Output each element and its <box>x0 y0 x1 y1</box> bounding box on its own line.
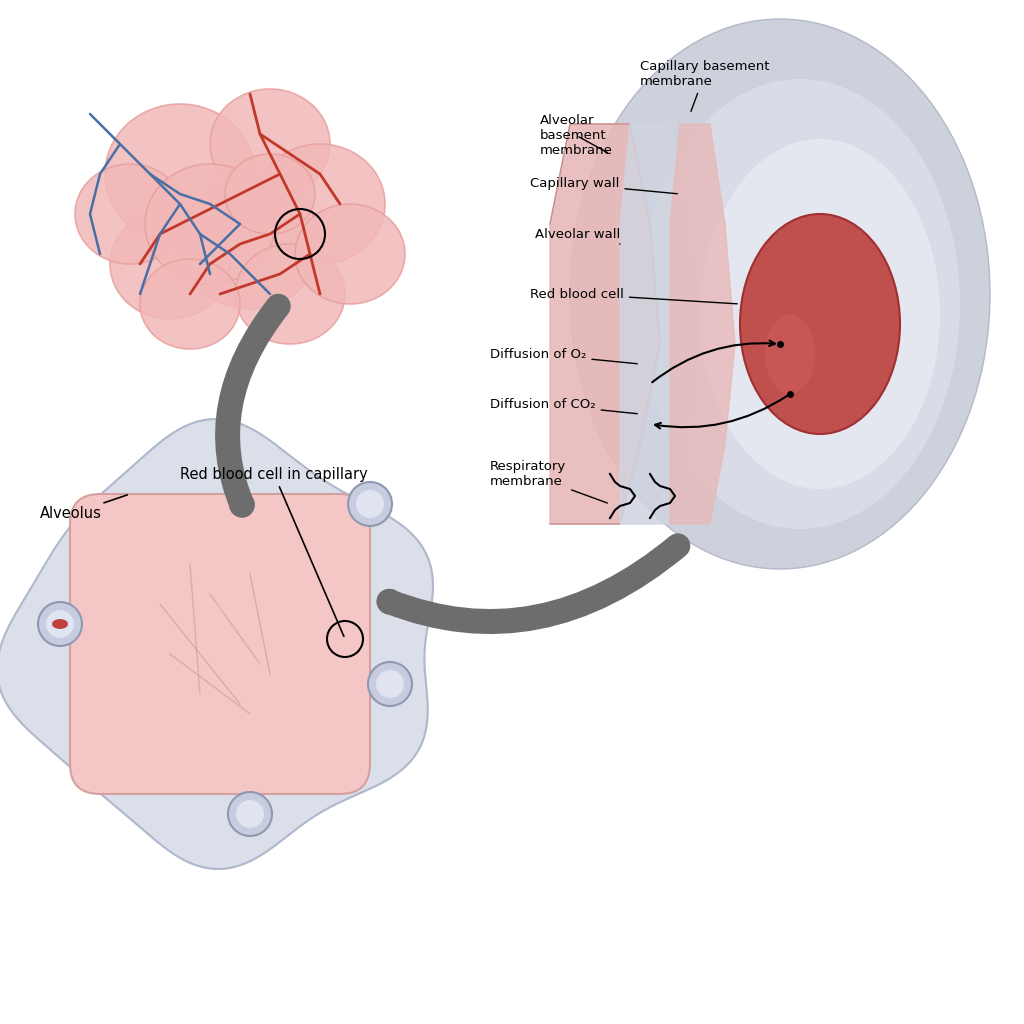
Text: Diffusion of CO₂: Diffusion of CO₂ <box>490 397 637 414</box>
Ellipse shape <box>295 204 406 304</box>
Ellipse shape <box>700 139 940 489</box>
Text: Alveolus: Alveolus <box>40 495 127 521</box>
Circle shape <box>236 800 264 828</box>
Ellipse shape <box>765 314 815 394</box>
Ellipse shape <box>570 19 990 569</box>
Polygon shape <box>0 419 433 869</box>
Polygon shape <box>620 124 700 524</box>
Polygon shape <box>670 124 735 524</box>
Ellipse shape <box>110 209 230 319</box>
Polygon shape <box>550 124 660 524</box>
FancyArrowPatch shape <box>389 546 678 622</box>
Ellipse shape <box>52 618 68 629</box>
Ellipse shape <box>740 214 900 434</box>
Text: Red blood cell in capillary: Red blood cell in capillary <box>180 467 368 637</box>
Text: Capillary basement
membrane: Capillary basement membrane <box>640 60 769 112</box>
Circle shape <box>376 670 404 698</box>
Ellipse shape <box>210 89 330 199</box>
Ellipse shape <box>140 259 240 349</box>
Text: Alveolar
basement
membrane: Alveolar basement membrane <box>540 114 613 157</box>
Circle shape <box>38 602 82 646</box>
Text: Red blood cell: Red blood cell <box>530 288 737 304</box>
Circle shape <box>228 792 272 836</box>
Text: Alveolar wall: Alveolar wall <box>535 227 621 244</box>
Circle shape <box>46 610 74 638</box>
Ellipse shape <box>105 104 255 244</box>
Text: Capillary wall: Capillary wall <box>530 177 677 194</box>
Ellipse shape <box>234 244 345 344</box>
Circle shape <box>348 482 392 526</box>
Text: Respiratory
membrane: Respiratory membrane <box>490 460 607 503</box>
FancyArrowPatch shape <box>227 306 279 505</box>
Ellipse shape <box>225 154 315 234</box>
Circle shape <box>356 490 384 518</box>
Ellipse shape <box>180 179 319 309</box>
Text: Diffusion of O₂: Diffusion of O₂ <box>490 347 637 364</box>
Circle shape <box>368 662 412 706</box>
FancyBboxPatch shape <box>70 494 370 794</box>
Ellipse shape <box>640 79 961 529</box>
Ellipse shape <box>145 164 275 284</box>
Ellipse shape <box>255 144 385 264</box>
Ellipse shape <box>75 164 185 264</box>
